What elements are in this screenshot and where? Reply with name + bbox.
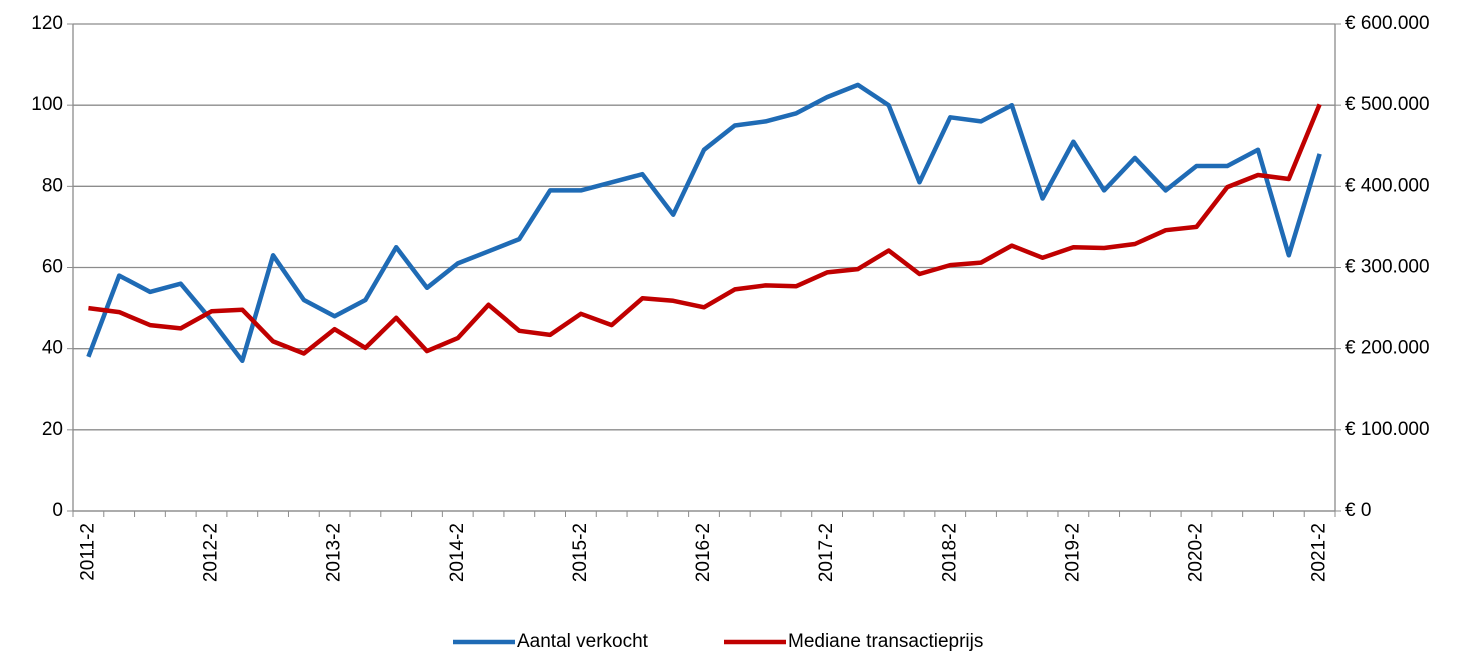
x-tick-label: 2015-2 bbox=[570, 523, 591, 582]
y-tick-label: 60 bbox=[42, 257, 63, 278]
y-tick-label: 80 bbox=[42, 175, 63, 196]
series-line bbox=[88, 103, 1322, 356]
y-tick-label: 40 bbox=[42, 338, 63, 359]
x-tick-label: 2020-2 bbox=[1186, 523, 1207, 582]
y-tick-label: 100 bbox=[31, 94, 63, 115]
y2-tick-label: € 300.000 bbox=[1345, 257, 1430, 278]
legend-label: Aantal verkocht bbox=[517, 631, 649, 652]
y-tick-label: 0 bbox=[52, 500, 63, 521]
x-tick-label: 2019-2 bbox=[1062, 523, 1083, 582]
y2-tick-label: € 400.000 bbox=[1345, 175, 1430, 196]
x-tick-label: 2013-2 bbox=[324, 523, 345, 582]
x-tick-label: 2021-2 bbox=[1309, 523, 1330, 582]
y2-tick-label: € 500.000 bbox=[1345, 94, 1430, 115]
series-line bbox=[86, 82, 1322, 364]
y2-tick-label: € 600.000 bbox=[1345, 13, 1430, 34]
x-tick-label: 2016-2 bbox=[693, 523, 714, 582]
x-tick-label: 2012-2 bbox=[201, 523, 222, 582]
x-tick-label: 2018-2 bbox=[939, 523, 960, 582]
legend-label: Mediane transactieprijs bbox=[788, 631, 983, 652]
x-tick-label: 2017-2 bbox=[816, 523, 837, 582]
y2-tick-label: € 200.000 bbox=[1345, 338, 1430, 359]
y-tick-label: 20 bbox=[42, 419, 63, 440]
y-tick-label: 120 bbox=[31, 13, 63, 34]
x-tick-label: 2011-2 bbox=[77, 523, 98, 581]
y2-tick-label: € 100.000 bbox=[1345, 419, 1430, 440]
x-tick-label: 2014-2 bbox=[447, 523, 468, 582]
y2-tick-label: € 0 bbox=[1345, 500, 1371, 521]
